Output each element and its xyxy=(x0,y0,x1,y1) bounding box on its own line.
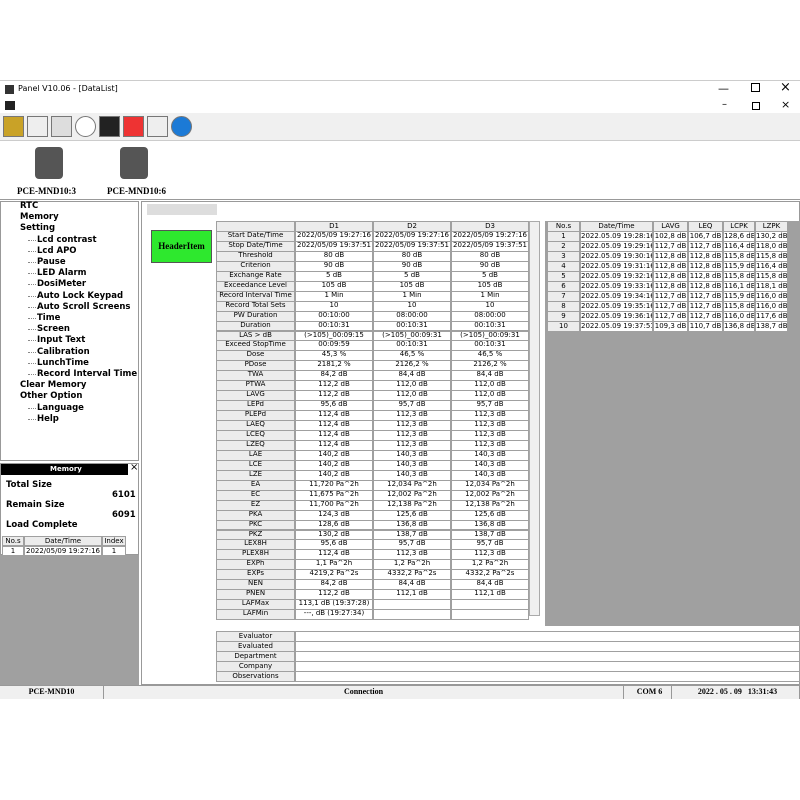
table-cell: 1 xyxy=(102,546,126,556)
table-cell: 110,7 dB xyxy=(688,321,723,332)
tree-line xyxy=(28,407,36,409)
tree-item: Input Text xyxy=(37,335,86,346)
table-cell: 138,7 dB xyxy=(755,321,788,332)
total-size-label: Total Size xyxy=(6,480,52,490)
table-cell: 1 xyxy=(2,546,24,556)
tree-line xyxy=(28,418,36,420)
tree-line xyxy=(28,284,36,286)
help-icon[interactable] xyxy=(147,116,168,137)
tree-line xyxy=(28,329,36,331)
table-cell: 2022.05.09 19:37:51 xyxy=(580,321,653,332)
remain-size: 6091 xyxy=(112,510,136,520)
tree-item: Clear Memory xyxy=(20,380,87,391)
tree-item: Calibration xyxy=(37,346,90,357)
tree-line xyxy=(28,362,36,364)
tree-item: Record Interval Time xyxy=(37,369,138,379)
field-input[interactable] xyxy=(295,671,800,682)
tree-panel xyxy=(0,201,139,461)
row-label: LAFMin xyxy=(216,609,295,621)
clock-icon[interactable] xyxy=(75,116,96,137)
toolbar xyxy=(0,113,800,141)
device-label: PCE-MND10:6 xyxy=(107,186,166,196)
mdi-close[interactable]: × xyxy=(781,98,791,111)
table-cell: ---, dB (19:27:34) xyxy=(295,609,373,621)
usb-icon[interactable] xyxy=(27,116,48,137)
memory-close[interactable]: × xyxy=(130,462,139,473)
tree-item: Time xyxy=(37,313,61,323)
title-bar xyxy=(0,80,800,100)
tree-line xyxy=(28,318,36,319)
column-header: No.s xyxy=(2,536,24,546)
scrollbar[interactable] xyxy=(529,221,540,616)
status-field: PCE-MND10 xyxy=(0,686,104,699)
open-icon[interactable] xyxy=(3,116,24,137)
tree-line xyxy=(28,340,36,342)
tree-item: Screen xyxy=(37,324,70,335)
table-cell: 2022/05/09 19:27:16 xyxy=(24,546,102,556)
window-title: Panel V10.06 - [DataList] xyxy=(18,84,118,93)
header-item-button[interactable]: HeaderItem xyxy=(151,230,212,263)
minimize-button[interactable]: — xyxy=(718,82,729,95)
tree-item: Help xyxy=(37,413,59,424)
tree-item: Auto Scroll Screens xyxy=(37,301,131,312)
status-field: COM 6 xyxy=(628,686,672,699)
table-cell: 10 xyxy=(547,321,580,332)
tree-line xyxy=(28,273,36,275)
tree-item: Lcd APO xyxy=(37,245,77,256)
memory-title: Memory xyxy=(50,465,82,473)
sd-icon[interactable] xyxy=(99,116,120,137)
tree-line xyxy=(28,351,36,353)
tree-item: Other Option xyxy=(20,391,83,402)
mdi-minimize[interactable]: – xyxy=(722,99,727,110)
table-cell: 109,3 dB xyxy=(653,321,688,332)
field-label: Observations xyxy=(216,671,295,682)
device-image[interactable] xyxy=(35,147,63,179)
tree-line xyxy=(28,250,36,252)
status-field: Connection xyxy=(104,686,624,699)
column-header: Index xyxy=(102,536,126,546)
tree-item: LunchTime xyxy=(37,357,89,368)
status-bar xyxy=(0,685,800,699)
tree-line xyxy=(28,306,36,308)
maximize-button[interactable] xyxy=(751,83,760,92)
remain-size-label: Remain Size xyxy=(6,500,65,510)
memory-title-bar xyxy=(1,464,128,475)
table-cell xyxy=(373,609,451,621)
delete-icon[interactable] xyxy=(123,116,144,137)
tree-item: LED Alarm xyxy=(37,268,87,279)
menu-icon[interactable] xyxy=(5,101,15,110)
app-icon xyxy=(5,85,14,94)
table-cell: 136,8 dB xyxy=(723,321,755,332)
tree-item: Pause xyxy=(37,257,66,267)
tree-item: DosiMeter xyxy=(37,279,87,290)
device-icon[interactable] xyxy=(51,116,72,137)
mdi-restore[interactable] xyxy=(752,102,760,110)
column-header: Date/Time xyxy=(24,536,102,546)
mini-toolbar xyxy=(147,204,217,215)
table-cell xyxy=(451,609,529,621)
close-button[interactable]: × xyxy=(780,80,791,95)
load-status: Load Complete xyxy=(6,520,78,530)
tree-line xyxy=(28,374,36,375)
tree-line xyxy=(28,262,36,263)
tree-item: Setting xyxy=(20,223,56,234)
tree-item: Language xyxy=(37,402,84,413)
tree-item: Memory xyxy=(20,212,59,223)
tree-line xyxy=(28,239,36,241)
device-label: PCE-MND10:3 xyxy=(17,186,76,196)
tree-line xyxy=(28,295,36,297)
total-size: 6101 xyxy=(112,490,136,500)
status-field: 2022 . 05 . 09 13:31:43 xyxy=(676,686,800,699)
left-empty-area xyxy=(0,555,139,685)
device-image[interactable] xyxy=(120,147,148,179)
tree-item: RTC xyxy=(20,201,39,211)
tree-item: Lcd contrast xyxy=(37,234,97,245)
tree-item: Auto Lock Keypad xyxy=(37,290,124,301)
globe-icon[interactable] xyxy=(171,116,192,137)
